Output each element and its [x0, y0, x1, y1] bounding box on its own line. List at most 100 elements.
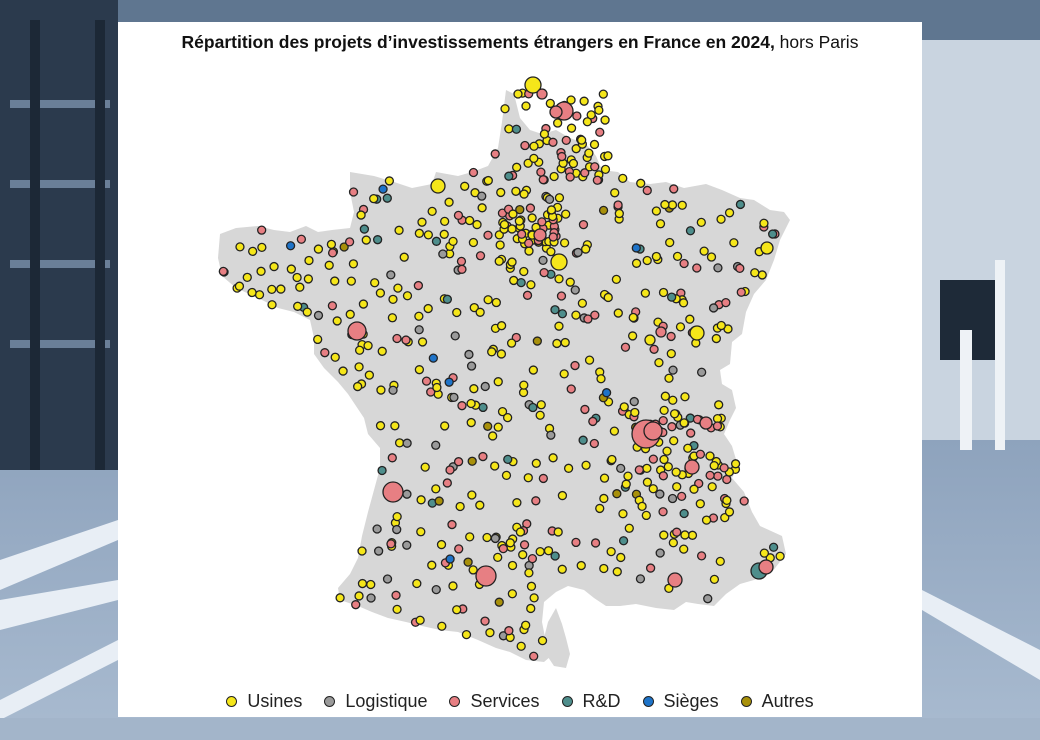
marker-rd: [685, 226, 696, 236]
marker-usines: [338, 366, 348, 376]
marker-logistique: [544, 194, 555, 204]
marker-usines: [568, 158, 579, 169]
marker-services: [589, 438, 599, 449]
marker-usines: [452, 307, 462, 318]
marker-usines: [662, 446, 672, 456]
marker-logistique: [570, 285, 580, 295]
marker-services: [475, 565, 497, 587]
marker-logistique: [388, 385, 398, 395]
marker-logistique: [464, 349, 474, 360]
marker-services: [520, 140, 530, 151]
marker-services: [537, 217, 547, 227]
marker-usines: [399, 252, 409, 262]
marker-logistique: [431, 584, 441, 595]
marker-usines: [508, 209, 518, 219]
marker-usines: [477, 203, 487, 213]
marker-usines: [603, 151, 613, 161]
marker-autres: [494, 597, 504, 607]
marker-usines: [606, 546, 616, 557]
marker-logistique: [616, 463, 626, 474]
marker-services: [648, 454, 658, 464]
marker-usines: [611, 274, 622, 285]
marker-services: [401, 335, 411, 345]
marker-usines: [526, 603, 536, 614]
marker-usines: [599, 563, 609, 574]
marker-usines: [524, 568, 534, 578]
marker-usines: [455, 501, 465, 512]
marker-services: [525, 203, 536, 213]
marker-usines: [664, 373, 674, 383]
marker-usines: [448, 581, 458, 591]
marker-usines: [529, 153, 539, 164]
marker-usines: [554, 321, 564, 331]
marker-usines: [430, 178, 446, 194]
marker-usines: [423, 230, 434, 240]
marker-usines: [501, 470, 512, 481]
marker-services: [649, 344, 659, 354]
marker-usines: [680, 530, 690, 540]
marker-services: [570, 360, 580, 371]
marker-usines: [554, 274, 564, 284]
marker-usines: [553, 118, 563, 128]
marker-usines: [529, 593, 539, 603]
france-map: [218, 76, 790, 668]
marker-services: [387, 453, 397, 463]
legend-swatch-logistique: [324, 695, 336, 707]
marker-services: [296, 234, 307, 244]
marker-usines: [332, 316, 342, 326]
marker-usines: [677, 200, 687, 210]
marker-usines: [672, 251, 683, 262]
marker-usines: [432, 382, 442, 393]
marker-usines: [663, 462, 673, 472]
marker-usines: [376, 385, 386, 395]
marker-logistique: [703, 594, 713, 604]
marker-logistique: [450, 331, 460, 341]
marker-usines: [357, 546, 367, 556]
marker-usines: [364, 370, 375, 380]
marker-services: [645, 563, 656, 573]
marker-services: [327, 301, 338, 311]
marker-logistique: [392, 524, 402, 535]
marker-usines: [609, 426, 620, 436]
marker-services: [658, 507, 668, 517]
marker-usines: [416, 527, 426, 537]
marker-autres: [463, 557, 473, 567]
marker-usines: [669, 436, 679, 446]
marker-services: [578, 219, 589, 230]
marker-usines: [730, 459, 741, 469]
marker-usines: [549, 171, 559, 182]
marker-sieges: [378, 184, 388, 194]
marker-usines: [529, 141, 539, 151]
marker-usines: [642, 463, 652, 473]
marker-usines: [304, 255, 314, 266]
marker-services: [442, 478, 452, 488]
marker-autres: [515, 204, 525, 215]
marker-services: [556, 291, 567, 301]
marker-usines: [642, 255, 652, 266]
marker-usines: [689, 484, 699, 494]
marker-usines: [518, 550, 528, 560]
marker-usines: [560, 337, 570, 348]
marker-services: [739, 496, 749, 506]
marker-usines: [546, 247, 556, 257]
marker-usines: [394, 438, 405, 448]
marker-usines: [716, 320, 726, 331]
marker-usines: [659, 530, 669, 540]
marker-logistique: [668, 365, 678, 375]
marker-usines: [668, 538, 678, 548]
marker-usines: [707, 482, 717, 492]
marker-usines: [524, 76, 542, 94]
marker-usines: [375, 288, 386, 298]
marker-usines: [527, 213, 537, 223]
marker-usines: [619, 402, 629, 412]
legend-item-rd: R&D: [561, 691, 621, 712]
marker-services: [536, 88, 548, 100]
legend-label-usines: Usines: [247, 690, 303, 711]
marker-usines: [415, 615, 425, 625]
marker-usines: [513, 89, 523, 99]
marker-usines: [392, 511, 402, 522]
marker-usines: [561, 209, 571, 219]
marker-usines: [659, 454, 669, 465]
marker-usines: [512, 162, 522, 172]
marker-sieges: [444, 377, 454, 387]
